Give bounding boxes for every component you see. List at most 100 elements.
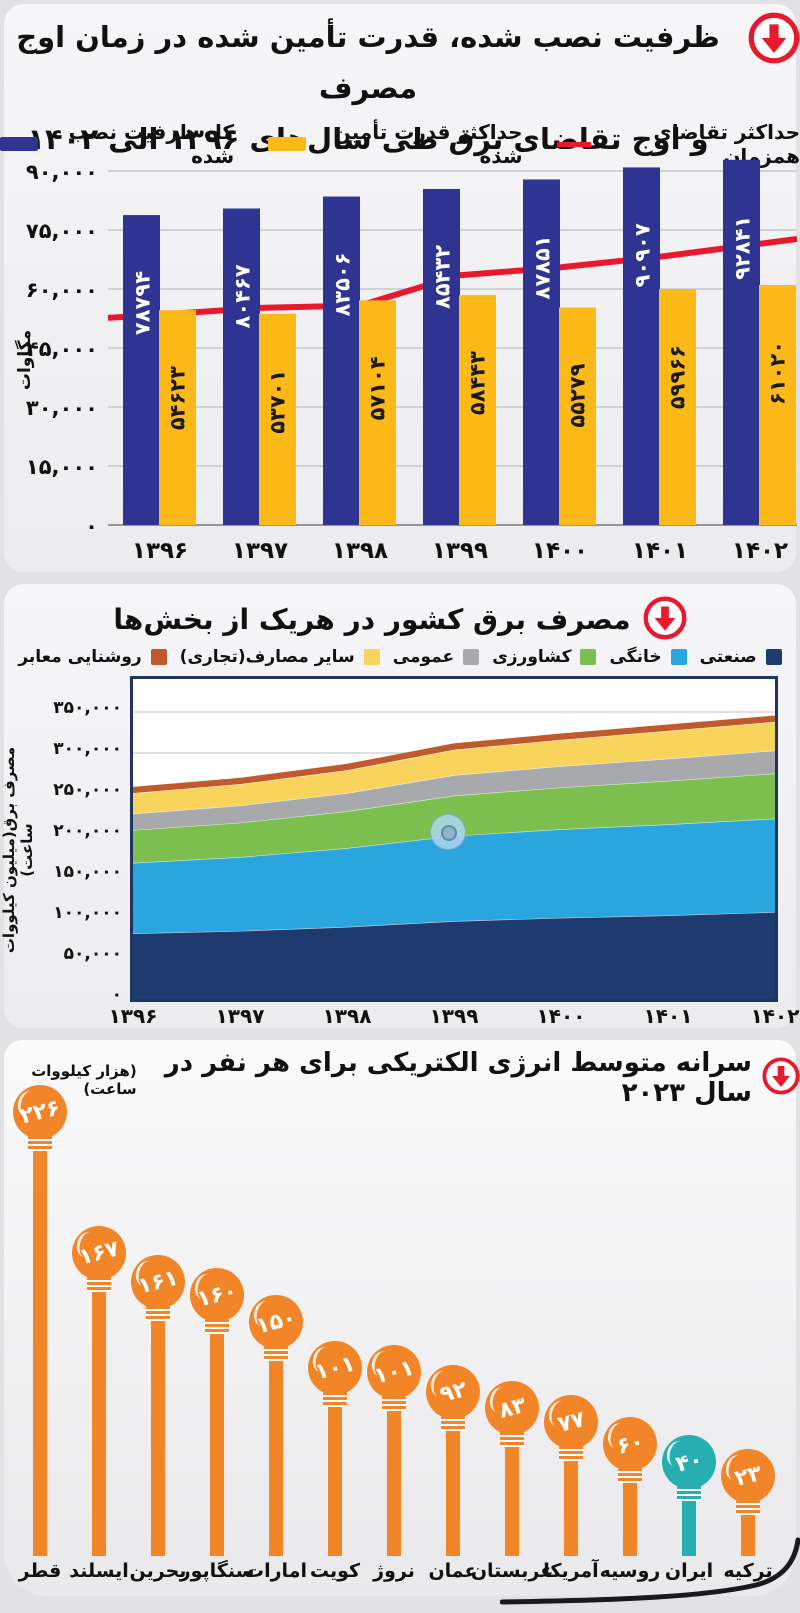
y-tick: ۳۵۰,۰۰۰ — [53, 698, 122, 718]
legend-label: خانگی — [609, 647, 662, 667]
bar-value-label: ۹۰۹۰۷ — [631, 223, 655, 287]
percapita-title-row: سرانه متوسط انرژی الکتریکی برای هر نفر د… — [0, 1048, 800, 1108]
bulb-stick — [623, 1480, 637, 1556]
legend-label: صنعتی — [699, 647, 757, 667]
area-4 — [133, 721, 775, 814]
bulb-neck — [146, 1306, 170, 1321]
legend-swatch-icon — [580, 649, 597, 665]
percapita-title-unit: (هزار کیلووات ساعت) — [31, 1062, 137, 1098]
bar-supplied — [559, 307, 596, 525]
y-tick: ۲۰۰,۰۰۰ — [53, 821, 122, 841]
consumption-title-row: مصرف برق کشور در هریک از بخش‌ها — [0, 596, 800, 644]
x-tick-year: ۱۴۰۱ — [632, 538, 688, 564]
bulb-neck — [28, 1136, 52, 1151]
capacity-title-line1: ظرفیت نصب شده، قدرت تأمین شده در زمان او… — [16, 20, 720, 105]
bulb-icon: ۱۶۱ — [131, 1255, 185, 1309]
legend-item: صنعتی — [700, 647, 782, 667]
bulb-icon: ۱۵۰ — [249, 1295, 303, 1349]
x-tick-year: ۱۳۹۶ — [108, 1004, 158, 1028]
bulb-stick — [210, 1331, 224, 1556]
bulb-stick — [505, 1444, 519, 1556]
legend-swatch-icon — [556, 141, 592, 147]
bulb-stick — [269, 1358, 283, 1556]
legend-swatch-icon — [0, 137, 39, 151]
y-tick: ۱۵,۰۰۰ — [26, 455, 98, 479]
legend-item: عمومی — [392, 647, 480, 667]
bar-value-label: ۵۷۱۰۴ — [366, 356, 390, 420]
y-tick: ۷۵,۰۰۰ — [26, 219, 98, 243]
y-tick: ۹۰,۰۰۰ — [26, 160, 98, 184]
x-tick-year: ۱۳۹۸ — [332, 538, 388, 564]
country-label: امارات — [245, 1560, 307, 1582]
capacity-title: ظرفیت نصب شده، قدرت تأمین شده در زمان او… — [0, 12, 736, 164]
bar-supplied — [459, 295, 496, 525]
bulb-icon: ۶۰ — [603, 1417, 657, 1471]
x-tick-year: ۱۴۰۲ — [732, 538, 788, 564]
legend-label: سایر مصارف(تجاری) — [179, 647, 355, 667]
bulb-icon: ۴۰ — [662, 1435, 716, 1489]
y-tick: ۰ — [111, 985, 122, 1005]
y-tick: ۰ — [85, 514, 98, 538]
bar-supplied — [659, 289, 696, 525]
bulb-stick — [446, 1428, 460, 1556]
y-axis-title: مگاوات — [14, 330, 35, 390]
legend-item: خانگی — [609, 647, 687, 667]
legend-swatch-icon — [363, 649, 380, 665]
x-tick-year: ۱۳۹۹ — [429, 1004, 479, 1028]
bulb-stick — [151, 1318, 165, 1556]
legend-item: سایر مصارف(تجاری) — [180, 647, 380, 667]
country-label: ترکیه — [723, 1560, 773, 1582]
down-arrow-badge-icon — [643, 596, 687, 644]
bulb-stick — [564, 1458, 578, 1556]
bar-value-label: ۵۴۶۲۳ — [166, 366, 190, 430]
legend-swatch-icon — [150, 649, 167, 665]
bulb-neck — [382, 1396, 406, 1411]
legend-item: کل ظرفیت نصب شده — [0, 120, 234, 168]
consumption-legend: صنعتی خانگی کشاورزی عمومی سایر مصارف(تجاری) ر… — [0, 647, 800, 667]
percapita-title: سرانه متوسط انرژی الکتریکی برای هر نفر د… — [164, 1048, 752, 1108]
bar-value-label: ۵۹۹۶۶ — [666, 345, 690, 409]
bar-value-label: ۷۸۷۹۴ — [131, 271, 155, 335]
bulb-icon: ۹۲ — [426, 1365, 480, 1419]
y-tick: ۳۰,۰۰۰ — [26, 396, 98, 420]
y-tick: ۴۵,۰۰۰ — [26, 337, 98, 361]
country-label: نروژ — [373, 1560, 415, 1582]
y-tick: ۲۵۰,۰۰۰ — [53, 780, 122, 800]
consumption-area-chart — [130, 676, 778, 1002]
bulb-icon: ۱۰۱ — [308, 1341, 362, 1395]
capacity-title-row: ظرفیت نصب شده، قدرت تأمین شده در زمان او… — [0, 12, 800, 164]
bar-value-label: ۸۵۴۳۲ — [431, 245, 455, 309]
country-label: بحرین — [129, 1560, 187, 1582]
bar-installed — [323, 196, 360, 525]
x-tick-year: ۱۳۹۷ — [215, 1004, 265, 1028]
bar-value-label: ۹۲۸۴۱ — [731, 216, 755, 280]
legend-item: حداکثر قدرت تأمین شده — [268, 120, 523, 168]
bulb-neck — [559, 1446, 583, 1461]
legend-label: عمومی — [392, 647, 455, 667]
bar-supplied — [359, 300, 396, 525]
bulb-neck — [677, 1486, 701, 1501]
x-tick-year: ۱۳۹۷ — [232, 538, 288, 564]
x-tick-year: ۱۳۹۶ — [132, 538, 188, 564]
x-tick-year: ۱۴۰۰ — [532, 538, 588, 564]
legend-label: روشنایی معابر — [18, 647, 142, 667]
bulb-stick — [741, 1512, 755, 1556]
consumption-title: مصرف برق کشور در هریک از بخش‌ها — [113, 603, 631, 636]
bulb-stick — [328, 1404, 342, 1556]
bar-supplied — [159, 310, 196, 525]
bulb-neck — [736, 1500, 760, 1515]
bar-installed — [423, 188, 460, 525]
x-tick-year: ۱۳۹۹ — [432, 538, 488, 564]
x-tick-year: ۱۴۰۰ — [536, 1004, 586, 1028]
bulb-neck — [323, 1392, 347, 1407]
bulb-icon: ۲۲۶ — [13, 1085, 67, 1139]
country-label: کویت — [309, 1560, 361, 1582]
y-tick: ۱۵۰,۰۰۰ — [53, 862, 122, 882]
legend-swatch-icon — [765, 649, 782, 665]
bulb-stick — [92, 1289, 106, 1556]
cursor-marker — [430, 814, 466, 850]
bulb-icon: ۸۳ — [485, 1381, 539, 1435]
capacity-title-line2: و اوج تقاضای برق طی سال‌های ۱۳۹۶ الی ۱۴۰… — [27, 121, 709, 156]
x-tick-year: ۱۴۰۲ — [750, 1004, 800, 1028]
